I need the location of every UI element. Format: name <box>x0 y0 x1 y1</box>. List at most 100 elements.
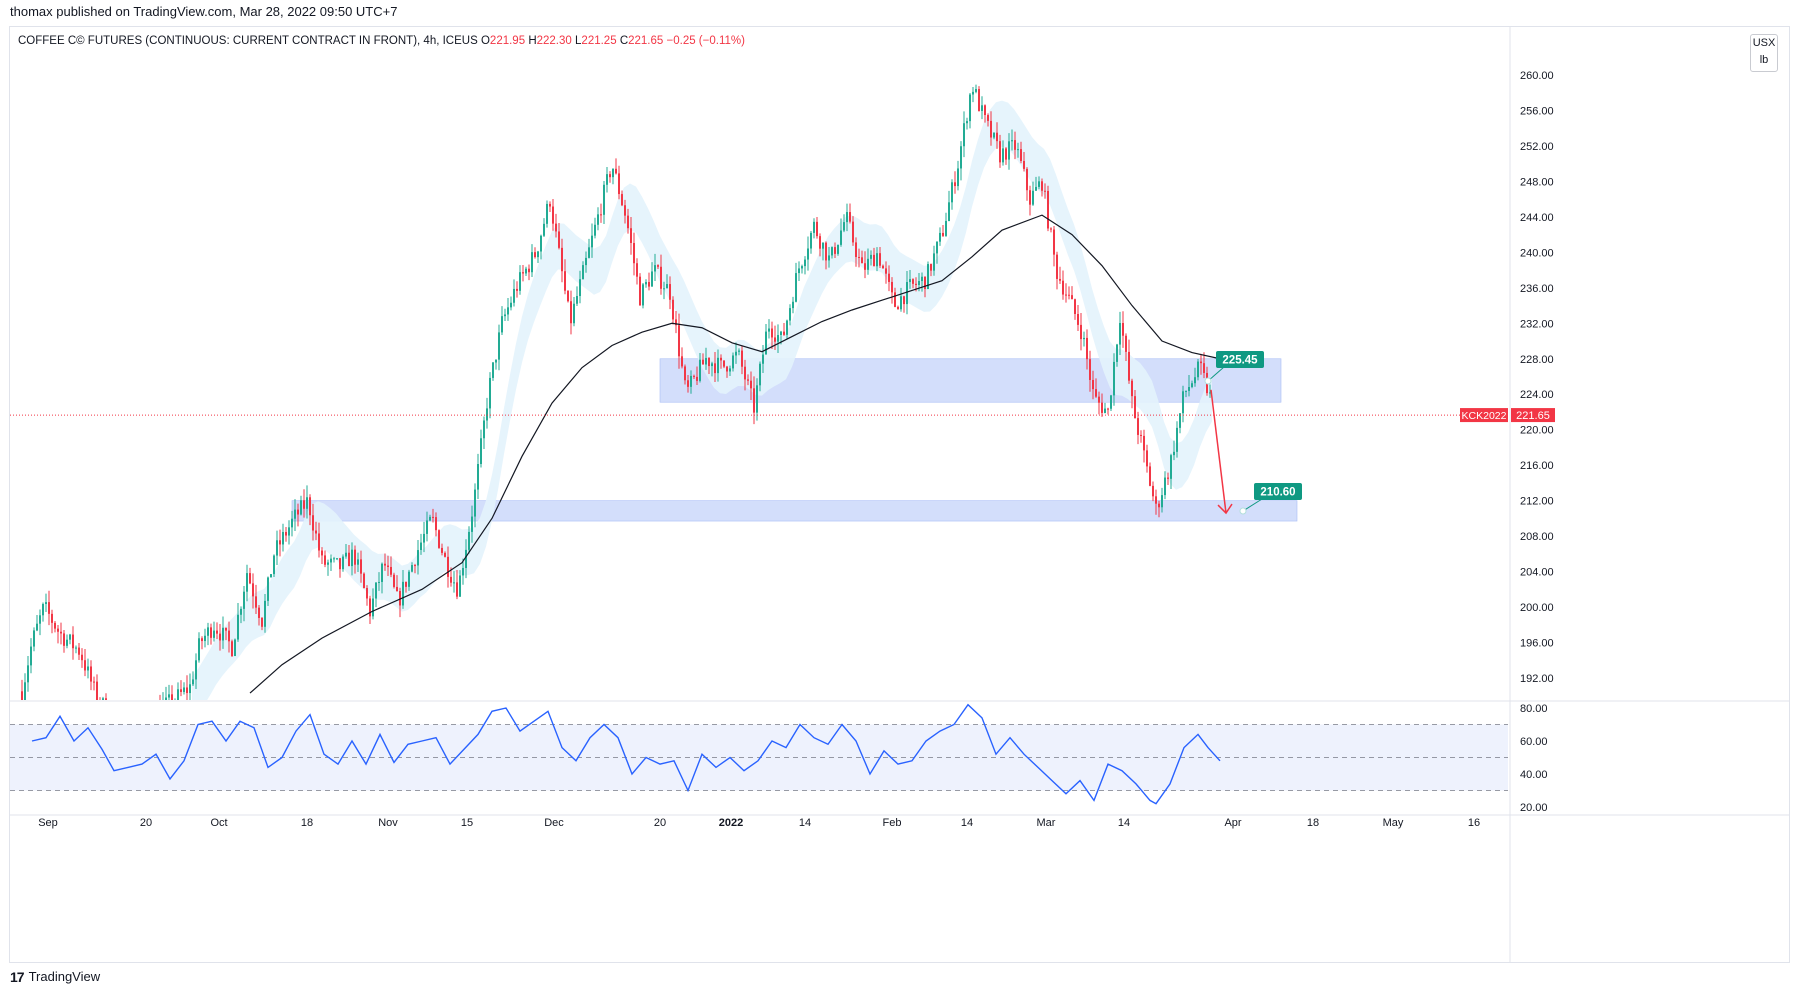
candle-body <box>1059 278 1061 281</box>
callout-label: 225.45 <box>1222 355 1258 367</box>
candle-body <box>1068 294 1070 296</box>
candle-body <box>927 264 929 289</box>
candle-body <box>1035 186 1037 191</box>
candle-body <box>987 115 989 121</box>
candle-body <box>54 622 56 629</box>
candle-body <box>573 303 575 324</box>
candle-body <box>723 360 725 367</box>
candle-body <box>555 223 557 232</box>
currency-unit-selector[interactable]: USX lb <box>1750 34 1778 72</box>
candle-body <box>531 252 533 273</box>
annotations-layer: 225.45 210.60 <box>10 351 1510 515</box>
candle-body <box>411 565 413 572</box>
price-tick-label: 204.00 <box>1520 567 1554 579</box>
callout-connector <box>1242 498 1263 512</box>
candle-body <box>246 573 248 592</box>
candle-body <box>1200 361 1202 364</box>
candle-body <box>1122 322 1124 336</box>
candle-body <box>258 607 260 618</box>
candle-body <box>36 623 38 631</box>
candle-body <box>798 268 800 274</box>
time-tick-label: 20 <box>140 817 152 829</box>
low-label: L <box>575 35 582 47</box>
candle-body <box>234 639 236 656</box>
candle-body <box>600 214 602 216</box>
callout-0[interactable]: 225.45 <box>1204 351 1264 385</box>
candle-body <box>69 634 71 640</box>
candle-body <box>450 576 452 583</box>
candle-body <box>1155 496 1157 504</box>
candle-body <box>1161 495 1163 508</box>
candle-body <box>1062 280 1064 295</box>
zone-support <box>291 500 1298 522</box>
candle-body <box>807 248 809 260</box>
candle-body <box>390 566 392 575</box>
candle-body <box>576 296 578 304</box>
high-label: H <box>528 35 537 47</box>
open-label: O <box>480 35 490 47</box>
price-axis[interactable]: 260.00 256.00 252.00 248.00 244.00 240.00 236.… <box>1460 70 1555 814</box>
candle-body <box>549 203 551 207</box>
candle-body <box>63 633 65 646</box>
candle-body <box>528 268 530 273</box>
candle-body <box>519 272 521 291</box>
candle-body <box>432 516 434 518</box>
candle-body <box>225 627 227 631</box>
candle-body <box>657 265 659 267</box>
candle-body <box>279 540 281 545</box>
candle-body <box>567 290 569 302</box>
current-price-tag-bg <box>1511 408 1555 423</box>
candle-body <box>369 598 371 617</box>
candle-body <box>321 550 323 556</box>
callout-connector <box>1207 366 1225 382</box>
candle-body <box>936 241 938 254</box>
time-tick-label: 18 <box>1307 817 1319 829</box>
rsi-line <box>31 703 1221 805</box>
candle-body <box>543 223 545 236</box>
candle-body <box>750 380 752 389</box>
candle-body <box>72 634 74 649</box>
candle-body <box>627 215 629 229</box>
candle-body <box>33 630 35 647</box>
candle-body <box>1194 377 1196 384</box>
candle-body <box>348 552 350 567</box>
candle-body <box>249 573 251 584</box>
callout-1[interactable]: 210.60 <box>1239 483 1302 515</box>
candle-body <box>870 254 872 259</box>
candle-body <box>720 357 722 361</box>
candle-body <box>882 265 884 269</box>
candle-body <box>777 335 779 342</box>
candle-body <box>885 268 887 274</box>
candle-body <box>639 276 641 306</box>
candle-body <box>360 559 362 574</box>
candle-body <box>366 587 368 599</box>
candle-body <box>1170 455 1172 479</box>
candle-body <box>363 573 365 588</box>
time-axis[interactable]: Sep 20 Oct 18 Nov 15 Dec 20 2022 14 Feb 14 Mar 14 Apr 1… <box>38 817 1480 829</box>
candle-body <box>918 281 920 286</box>
candle-body <box>801 266 803 269</box>
candle-body <box>612 168 614 178</box>
candle-body <box>696 376 698 381</box>
rsi-panel <box>10 703 1508 805</box>
candle-body <box>372 598 374 617</box>
candle-body <box>384 563 386 566</box>
candle-body <box>858 256 860 258</box>
candle-body <box>792 301 794 309</box>
rsi-tick-label: 80.00 <box>1520 703 1548 715</box>
time-tick-label: Dec <box>544 817 564 829</box>
price-tick-label: 248.00 <box>1520 176 1554 188</box>
rsi-tick-label: 40.00 <box>1520 769 1548 781</box>
candle-body <box>294 509 296 519</box>
candle-body <box>1038 181 1040 187</box>
candle-body <box>939 232 941 242</box>
price-tick-label: 212.00 <box>1520 496 1554 508</box>
ribbon-layer <box>192 100 1212 700</box>
time-tick-label: 20 <box>654 817 666 829</box>
candle-body <box>153 719 155 721</box>
candle-body <box>1158 503 1160 508</box>
candle-body <box>114 716 116 721</box>
currency-label: USX <box>1752 37 1776 49</box>
candle-body <box>924 276 926 289</box>
